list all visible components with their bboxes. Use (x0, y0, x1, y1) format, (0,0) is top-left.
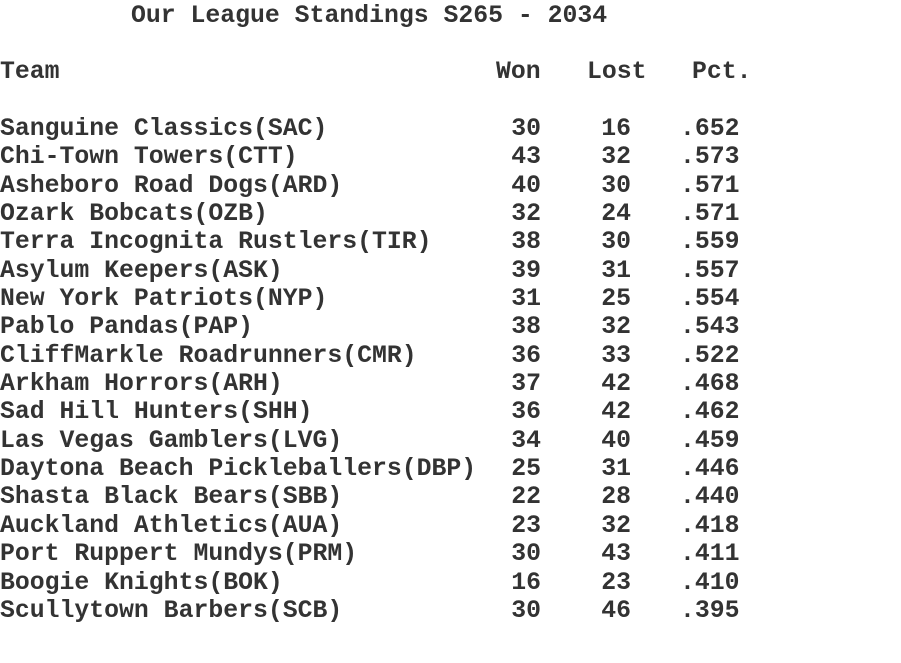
cell-lost: 24 (601, 200, 631, 229)
cell-lost: 32 (601, 511, 631, 540)
table-row: Arkham Horrors(ARH) 37 42 .468 (0, 370, 901, 398)
cell-won: 22 (511, 483, 541, 512)
cell-won: 36 (511, 398, 541, 427)
cell-team: Arkham Horrors(ARH) (0, 370, 283, 399)
cell-pct: .522 (680, 341, 740, 370)
table-row: Sanguine Classics(SAC) 30 16 .652 (0, 115, 901, 143)
cell-pct: .418 (680, 511, 740, 540)
standings-table: Sanguine Classics(SAC) 30 16.652 Chi-Town T… (0, 115, 901, 625)
cell-pct: .652 (680, 115, 740, 143)
cell-lost: 16 (601, 115, 631, 143)
cell-lost: 31 (601, 455, 631, 484)
cell-team: Sad Hill Hunters(SHH) (0, 398, 313, 427)
table-row: New York Patriots(NYP) 31 25 .554 (0, 285, 901, 313)
cell-team: Daytona Beach Pickleballers(DBP) (0, 455, 477, 484)
cell-team: Pablo Pandas(PAP) (0, 313, 253, 342)
cell-lost: 28 (601, 483, 631, 512)
cell-team: Asheboro Road Dogs(ARD) (0, 171, 343, 200)
cell-won: 16 (511, 568, 541, 597)
cell-won: 39 (511, 256, 541, 285)
cell-won: 30 (511, 115, 541, 143)
page-title: Our League Standings S265 - 2034 (131, 2, 608, 30)
cell-pct: .573 (680, 143, 740, 172)
header-team: Team (0, 58, 60, 86)
cell-team: Sanguine Classics(SAC) (0, 115, 328, 143)
cell-team: Shasta Black Bears(SBB) (0, 483, 343, 512)
table-row: Terra Incognita Rustlers(TIR) 38 30 .559 (0, 228, 901, 256)
cell-lost: 31 (601, 256, 631, 285)
cell-pct: .543 (680, 313, 740, 342)
table-row: CliffMarkle Roadrunners(CMR) 36 33 .522 (0, 342, 901, 370)
table-row: Daytona Beach Pickleballers(DBP) 25 31 .446 (0, 455, 901, 483)
cell-lost: 43 (601, 540, 631, 569)
cell-won: 40 (511, 171, 541, 200)
cell-team: New York Patriots(NYP) (0, 285, 328, 314)
cell-won: 43 (511, 143, 541, 172)
cell-lost: 30 (601, 171, 631, 200)
table-row: Ozark Bobcats(OZB) 32 24 .571 (0, 200, 901, 228)
cell-pct: .462 (680, 398, 740, 427)
cell-won: 23 (511, 511, 541, 540)
cell-lost: 40 (601, 426, 631, 455)
cell-lost: 25 (601, 285, 631, 314)
table-row: Port Ruppert Mundys(PRM) 30 43 .411 (0, 540, 901, 568)
cell-pct: .468 (680, 370, 740, 399)
cell-team: Scullytown Barbers(SCB) (0, 596, 343, 625)
table-row: Chi-Town Towers(CTT) 43 32 .573 (0, 143, 901, 171)
cell-lost: 23 (601, 568, 631, 597)
cell-lost: 30 (601, 228, 631, 257)
cell-lost: 46 (601, 596, 631, 625)
header-pct: Pct. (692, 58, 752, 86)
cell-pct: .571 (680, 171, 740, 200)
cell-won: 38 (511, 313, 541, 342)
table-row: Asheboro Road Dogs(ARD) 40 30 .571 (0, 172, 901, 200)
cell-team: Las Vegas Gamblers(LVG) (0, 426, 343, 455)
table-row: Shasta Black Bears(SBB) 22 28 .440 (0, 483, 901, 511)
table-row: Las Vegas Gamblers(LVG) 34 40 .459 (0, 427, 901, 455)
table-row: Boogie Knights(BOK) 16 23 .410 (0, 569, 901, 597)
cell-won: 36 (511, 341, 541, 370)
cell-pct: .559 (680, 228, 740, 257)
cell-lost: 32 (601, 143, 631, 172)
cell-won: 31 (511, 285, 541, 314)
cell-team: Asylum Keepers(ASK) (0, 256, 283, 285)
cell-pct: .446 (680, 455, 740, 484)
cell-pct: .440 (680, 483, 740, 512)
cell-pct: .410 (680, 568, 740, 597)
cell-won: 37 (511, 370, 541, 399)
header-lost: Lost (587, 58, 647, 86)
cell-lost: 32 (601, 313, 631, 342)
cell-won: 30 (511, 540, 541, 569)
cell-team: CliffMarkle Roadrunners(CMR) (0, 341, 417, 370)
cell-lost: 42 (601, 370, 631, 399)
cell-pct: .554 (680, 285, 740, 314)
cell-won: 34 (511, 426, 541, 455)
cell-pct: .459 (680, 426, 740, 455)
cell-lost: 33 (601, 341, 631, 370)
table-row: Scullytown Barbers(SCB) 30 46 .395 (0, 597, 901, 625)
table-row: Asylum Keepers(ASK) 39 31 .557 (0, 257, 901, 285)
cell-won: 25 (511, 455, 541, 484)
cell-team: Auckland Athletics(AUA) (0, 511, 343, 540)
cell-won: 32 (511, 200, 541, 229)
cell-pct: .571 (680, 200, 740, 229)
cell-won: 30 (511, 596, 541, 625)
cell-pct: .411 (680, 540, 740, 569)
cell-won: 38 (511, 228, 541, 257)
cell-team: Ozark Bobcats(OZB) (0, 200, 268, 229)
cell-lost: 42 (601, 398, 631, 427)
cell-team: Port Ruppert Mundys(PRM) (0, 540, 358, 569)
cell-team: Chi-Town Towers(CTT) (0, 143, 298, 172)
header-won: Won (496, 58, 541, 86)
cell-pct: .395 (680, 596, 740, 625)
table-row: Auckland Athletics(AUA) 23 32 .418 (0, 512, 901, 540)
cell-team: Boogie Knights(BOK) (0, 568, 283, 597)
table-row: Pablo Pandas(PAP) 38 32 .543 (0, 313, 901, 341)
cell-team: Terra Incognita Rustlers(TIR) (0, 228, 432, 257)
cell-pct: .557 (680, 256, 740, 285)
table-row: Sad Hill Hunters(SHH) 36 42 .462 (0, 398, 901, 426)
